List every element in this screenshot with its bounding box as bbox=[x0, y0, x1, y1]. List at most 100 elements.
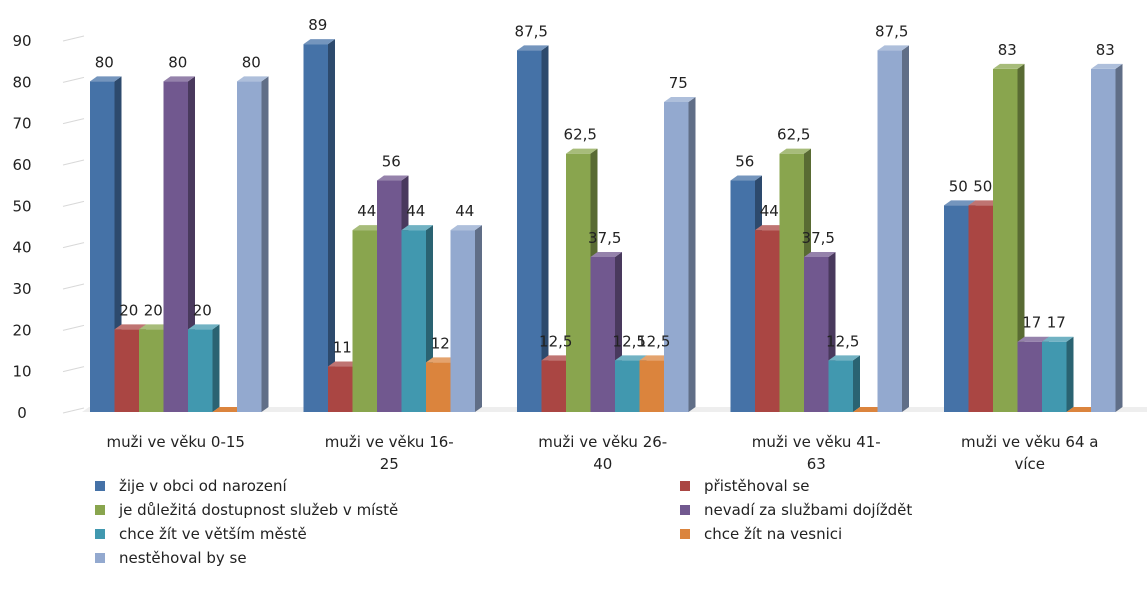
y-tick-label: 20 bbox=[12, 321, 31, 339]
bar-front bbox=[401, 230, 426, 412]
bar-front bbox=[1017, 341, 1042, 412]
y-tick-label: 50 bbox=[12, 197, 31, 215]
data-label: 56 bbox=[735, 153, 754, 171]
bar-side bbox=[328, 39, 335, 413]
legend-label: je důležitá dostupnost služeb v místě bbox=[119, 501, 399, 519]
data-label: 87,5 bbox=[875, 22, 908, 40]
bar-front bbox=[755, 230, 780, 412]
bar-top bbox=[352, 225, 384, 231]
y-tick-mark bbox=[62, 366, 85, 373]
data-label: 20 bbox=[144, 301, 163, 319]
bar-top bbox=[163, 76, 195, 82]
data-label: 12,5 bbox=[637, 332, 670, 350]
bar bbox=[853, 407, 885, 412]
bar-front bbox=[1042, 341, 1067, 412]
bar-front bbox=[779, 153, 804, 412]
legend-label: nevadí za službami dojíždět bbox=[704, 501, 913, 519]
data-label: 83 bbox=[998, 41, 1017, 59]
bar-top bbox=[1017, 336, 1049, 342]
bar bbox=[450, 225, 482, 412]
x-tick-label: muži ve věku 26- bbox=[538, 433, 667, 451]
bar-front bbox=[139, 329, 164, 412]
data-label: 20 bbox=[119, 301, 138, 319]
data-label: 12,5 bbox=[613, 332, 646, 350]
bar bbox=[877, 45, 909, 412]
y-tick-label: 0 bbox=[17, 404, 27, 422]
bar-front bbox=[730, 180, 755, 412]
x-axis: muži ve věku 0-15 muži ve věku 16- 25 muži … bbox=[107, 433, 1099, 473]
bar-front bbox=[541, 360, 566, 412]
data-label: 56 bbox=[382, 153, 401, 171]
y-tick-label: 80 bbox=[12, 73, 31, 91]
data-label: 12,5 bbox=[539, 332, 572, 350]
data-label: 50 bbox=[949, 177, 968, 195]
bar-front bbox=[828, 360, 853, 412]
bar-top bbox=[1042, 336, 1074, 342]
legend-label: chce žít ve větším městě bbox=[119, 525, 307, 543]
data-label: 87,5 bbox=[515, 22, 548, 40]
bar-zero bbox=[212, 407, 244, 412]
bar-side bbox=[1066, 336, 1074, 412]
bar-top bbox=[237, 76, 269, 82]
x-tick-label: 40 bbox=[593, 455, 612, 473]
bar bbox=[90, 76, 122, 412]
bar-top bbox=[541, 355, 573, 361]
bar-top bbox=[590, 252, 622, 257]
data-label: 37,5 bbox=[588, 229, 621, 247]
legend-item: je důležitá dostupnost služeb v místě bbox=[95, 501, 398, 519]
data-label: 89 bbox=[308, 16, 327, 34]
bar-top bbox=[664, 97, 696, 102]
bar bbox=[1066, 407, 1098, 412]
bar-side bbox=[212, 324, 220, 412]
x-tick-label: 25 bbox=[380, 455, 399, 473]
legend-swatch bbox=[95, 505, 105, 515]
y-tick-mark bbox=[62, 324, 85, 331]
legend-label: chce žít na vesnici bbox=[704, 525, 843, 543]
y-tick-mark bbox=[62, 159, 85, 166]
bar-front bbox=[90, 81, 115, 412]
bar-side bbox=[261, 76, 269, 412]
y-tick-mark bbox=[62, 118, 85, 125]
bar-front bbox=[639, 360, 664, 412]
bar-top bbox=[993, 63, 1025, 69]
bar-front bbox=[944, 205, 969, 412]
data-label: 62,5 bbox=[564, 126, 597, 144]
bar-top bbox=[401, 225, 433, 231]
bar-top bbox=[1091, 63, 1123, 69]
bar-top bbox=[377, 175, 409, 181]
y-tick-label: 60 bbox=[12, 156, 31, 174]
bar-top bbox=[450, 225, 482, 231]
y-tick-label: 30 bbox=[12, 280, 31, 298]
bar bbox=[212, 407, 244, 412]
legend-swatch bbox=[680, 481, 690, 491]
bar-front bbox=[328, 366, 353, 412]
data-label: 62,5 bbox=[777, 126, 810, 144]
bar-front bbox=[303, 44, 328, 413]
y-tick-mark bbox=[62, 200, 85, 207]
bar-top bbox=[615, 355, 647, 361]
legend-swatch bbox=[95, 553, 105, 563]
data-label: 44 bbox=[760, 202, 779, 220]
bar-side bbox=[541, 45, 549, 412]
legend-label: žije v obci od narození bbox=[119, 477, 287, 495]
bar-side bbox=[1017, 63, 1025, 412]
bar-top bbox=[877, 45, 909, 51]
data-label: 75 bbox=[669, 74, 688, 92]
bar-zero bbox=[1066, 407, 1098, 412]
data-label: 17 bbox=[1047, 314, 1066, 332]
bar-top bbox=[426, 357, 458, 363]
bar-front bbox=[804, 257, 829, 412]
legend-item: nevadí za službami dojíždět bbox=[680, 501, 912, 519]
y-tick-mark bbox=[62, 35, 85, 42]
bar-top bbox=[755, 225, 787, 231]
bar-top bbox=[639, 355, 671, 361]
bar bbox=[828, 355, 860, 412]
legend-swatch bbox=[95, 481, 105, 491]
bar bbox=[517, 45, 549, 412]
bar-front bbox=[1091, 68, 1116, 412]
data-label: 44 bbox=[357, 202, 376, 220]
legend-item: chce žít na vesnici bbox=[680, 525, 842, 543]
bar-front bbox=[188, 329, 213, 412]
